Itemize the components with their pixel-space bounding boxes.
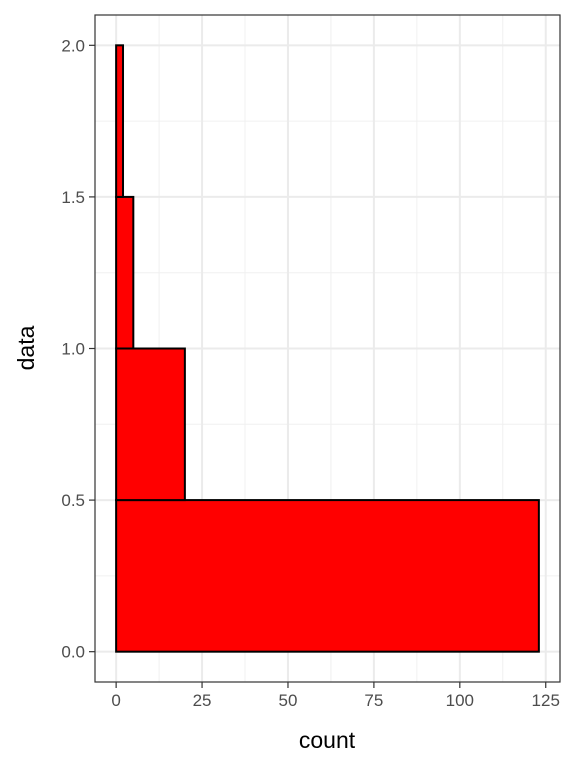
y-tick-label: 0.0 — [61, 643, 85, 662]
bar — [115, 499, 540, 653]
panel-border — [94, 14, 561, 683]
y-tick-label: 1.0 — [61, 340, 85, 359]
y-tick-label: 0.5 — [61, 491, 85, 510]
x-tick-label: 0 — [111, 691, 120, 710]
bar — [115, 347, 186, 502]
x-tick-label: 75 — [364, 691, 383, 710]
x-tick-label: 100 — [446, 691, 474, 710]
y-axis-title: data — [13, 325, 39, 370]
bar — [115, 195, 135, 350]
x-axis-title: count — [299, 727, 356, 753]
x-tick-label: 25 — [193, 691, 212, 710]
x-tick-label: 125 — [532, 691, 560, 710]
x-tick-label: 50 — [279, 691, 298, 710]
bar — [115, 44, 125, 198]
y-tick-label: 2.0 — [61, 36, 85, 55]
y-tick-label: 1.5 — [61, 188, 85, 207]
